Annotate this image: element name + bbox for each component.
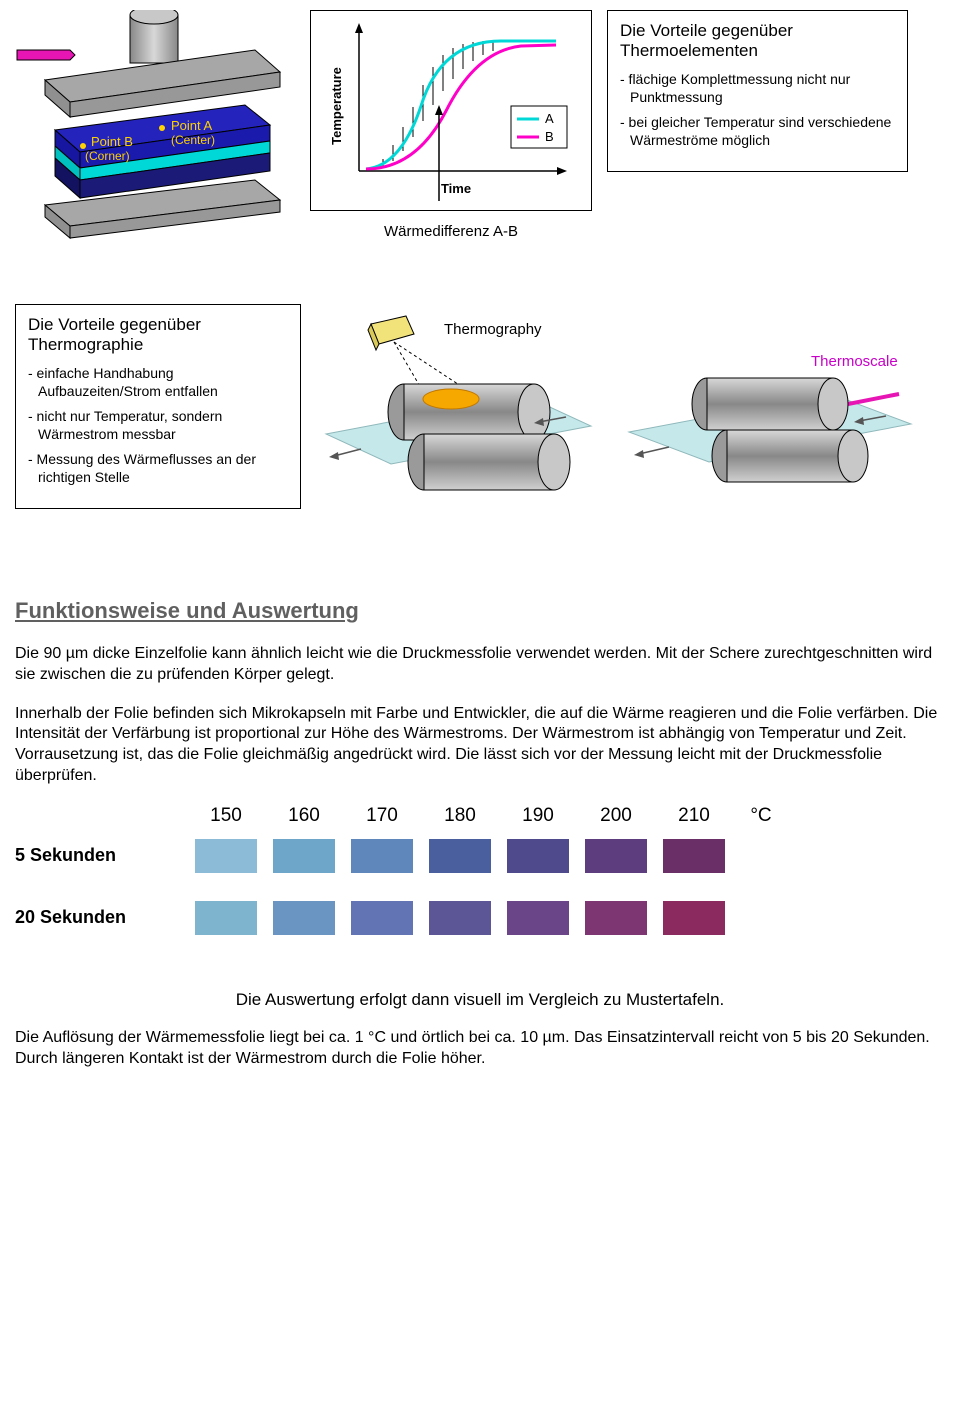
list-item: - Messung des Wärmeflusses an der richti…: [28, 451, 288, 486]
section-heading: Funktionsweise und Auswertung: [15, 598, 945, 624]
list-item: - bei gleicher Temperatur sind verschied…: [620, 114, 895, 149]
swatch-row: 5 Sekunden: [15, 839, 945, 873]
graph-caption: Wärmedifferenz A-B: [310, 223, 592, 240]
box-thermographie: Die Vorteile gegenüber Thermographie - e…: [15, 304, 301, 509]
thermography-label: Thermography: [444, 321, 542, 338]
eval-text: Die Auswertung erfolgt dann visuell im V…: [15, 990, 945, 1010]
thermography-diagram: Thermography: [316, 304, 606, 518]
graph-xlabel: Time: [441, 181, 471, 196]
graph-ylabel: Temperature: [329, 67, 344, 145]
box-thermog-list: - einfache Handhabung Aufbauzeiten/Strom…: [28, 365, 288, 486]
list-item: - einfache Handhabung Aufbauzeiten/Strom…: [28, 365, 288, 400]
box-thermo-list: - flächige Komplettmessung nicht nur Pun…: [620, 71, 895, 149]
box-thermo-title: Die Vorteile gegenüber Thermoelementen: [620, 21, 895, 61]
paragraph-3: Die Auflösung der Wärmemessfolie liegt b…: [15, 1028, 945, 1070]
color-swatch: [663, 839, 725, 873]
mid-row: Die Vorteile gegenüber Thermographie - e…: [15, 304, 945, 518]
point-b-corner: (Corner): [85, 149, 130, 163]
color-swatch: [585, 901, 647, 935]
scale-unit: °C: [741, 805, 781, 827]
list-item: - flächige Komplettmessung nicht nur Pun…: [620, 71, 895, 106]
color-swatch: [273, 839, 335, 873]
color-swatch: [507, 901, 569, 935]
graph-panel: A B Temperature Time Wärmedifferenz A-B: [310, 10, 592, 240]
swatch-row-label: 20 Sekunden: [15, 907, 195, 928]
scale-temp-row: 150 160 170 180 190 200 210 °C: [195, 805, 781, 827]
scale-temp: 190: [507, 805, 569, 827]
point-b-label: Point B: [91, 134, 133, 149]
point-a-center: (Center): [171, 133, 215, 147]
swatch-row: 20 Sekunden: [15, 901, 945, 935]
scale-temp: 200: [585, 805, 647, 827]
scale-temp: 150: [195, 805, 257, 827]
color-swatch: [429, 839, 491, 873]
scale-temp: 170: [351, 805, 413, 827]
color-swatch: [273, 901, 335, 935]
color-swatch: [195, 839, 257, 873]
color-swatch: [195, 901, 257, 935]
thermoscale-diagram: Thermoscale: [621, 304, 921, 518]
list-item: - nicht nur Temperatur, sondern Wärmestr…: [28, 408, 288, 443]
point-a-label: Point A: [171, 118, 213, 133]
paragraph-1: Die 90 µm dicke Einzelfolie kann ähnlich…: [15, 644, 945, 686]
color-swatch: [507, 839, 569, 873]
box-thermoelemente: Die Vorteile gegenüber Thermoelementen -…: [607, 10, 908, 172]
thermoscale-label: Thermoscale: [811, 353, 898, 370]
paragraph-2: Innerhalb der Folie befinden sich Mikrok…: [15, 704, 945, 787]
scale-temp: 160: [273, 805, 335, 827]
color-swatch: [351, 839, 413, 873]
scale-temp: 180: [429, 805, 491, 827]
scale-temp: 210: [663, 805, 725, 827]
swatch-row-label: 5 Sekunden: [15, 845, 195, 866]
color-swatch: [585, 839, 647, 873]
legend-b: B: [545, 129, 554, 144]
color-swatch: [351, 901, 413, 935]
box-thermog-title: Die Vorteile gegenüber Thermographie: [28, 315, 288, 355]
color-swatch: [429, 901, 491, 935]
color-scale: 150 160 170 180 190 200 210 °C 5 Sekunden 20 Sek…: [15, 805, 945, 935]
color-swatch: [663, 901, 725, 935]
top-row: Point A (Center) Point B (Corner): [15, 10, 945, 244]
legend-a: A: [545, 111, 554, 126]
press-diagram: Point A (Center) Point B (Corner): [15, 10, 295, 244]
